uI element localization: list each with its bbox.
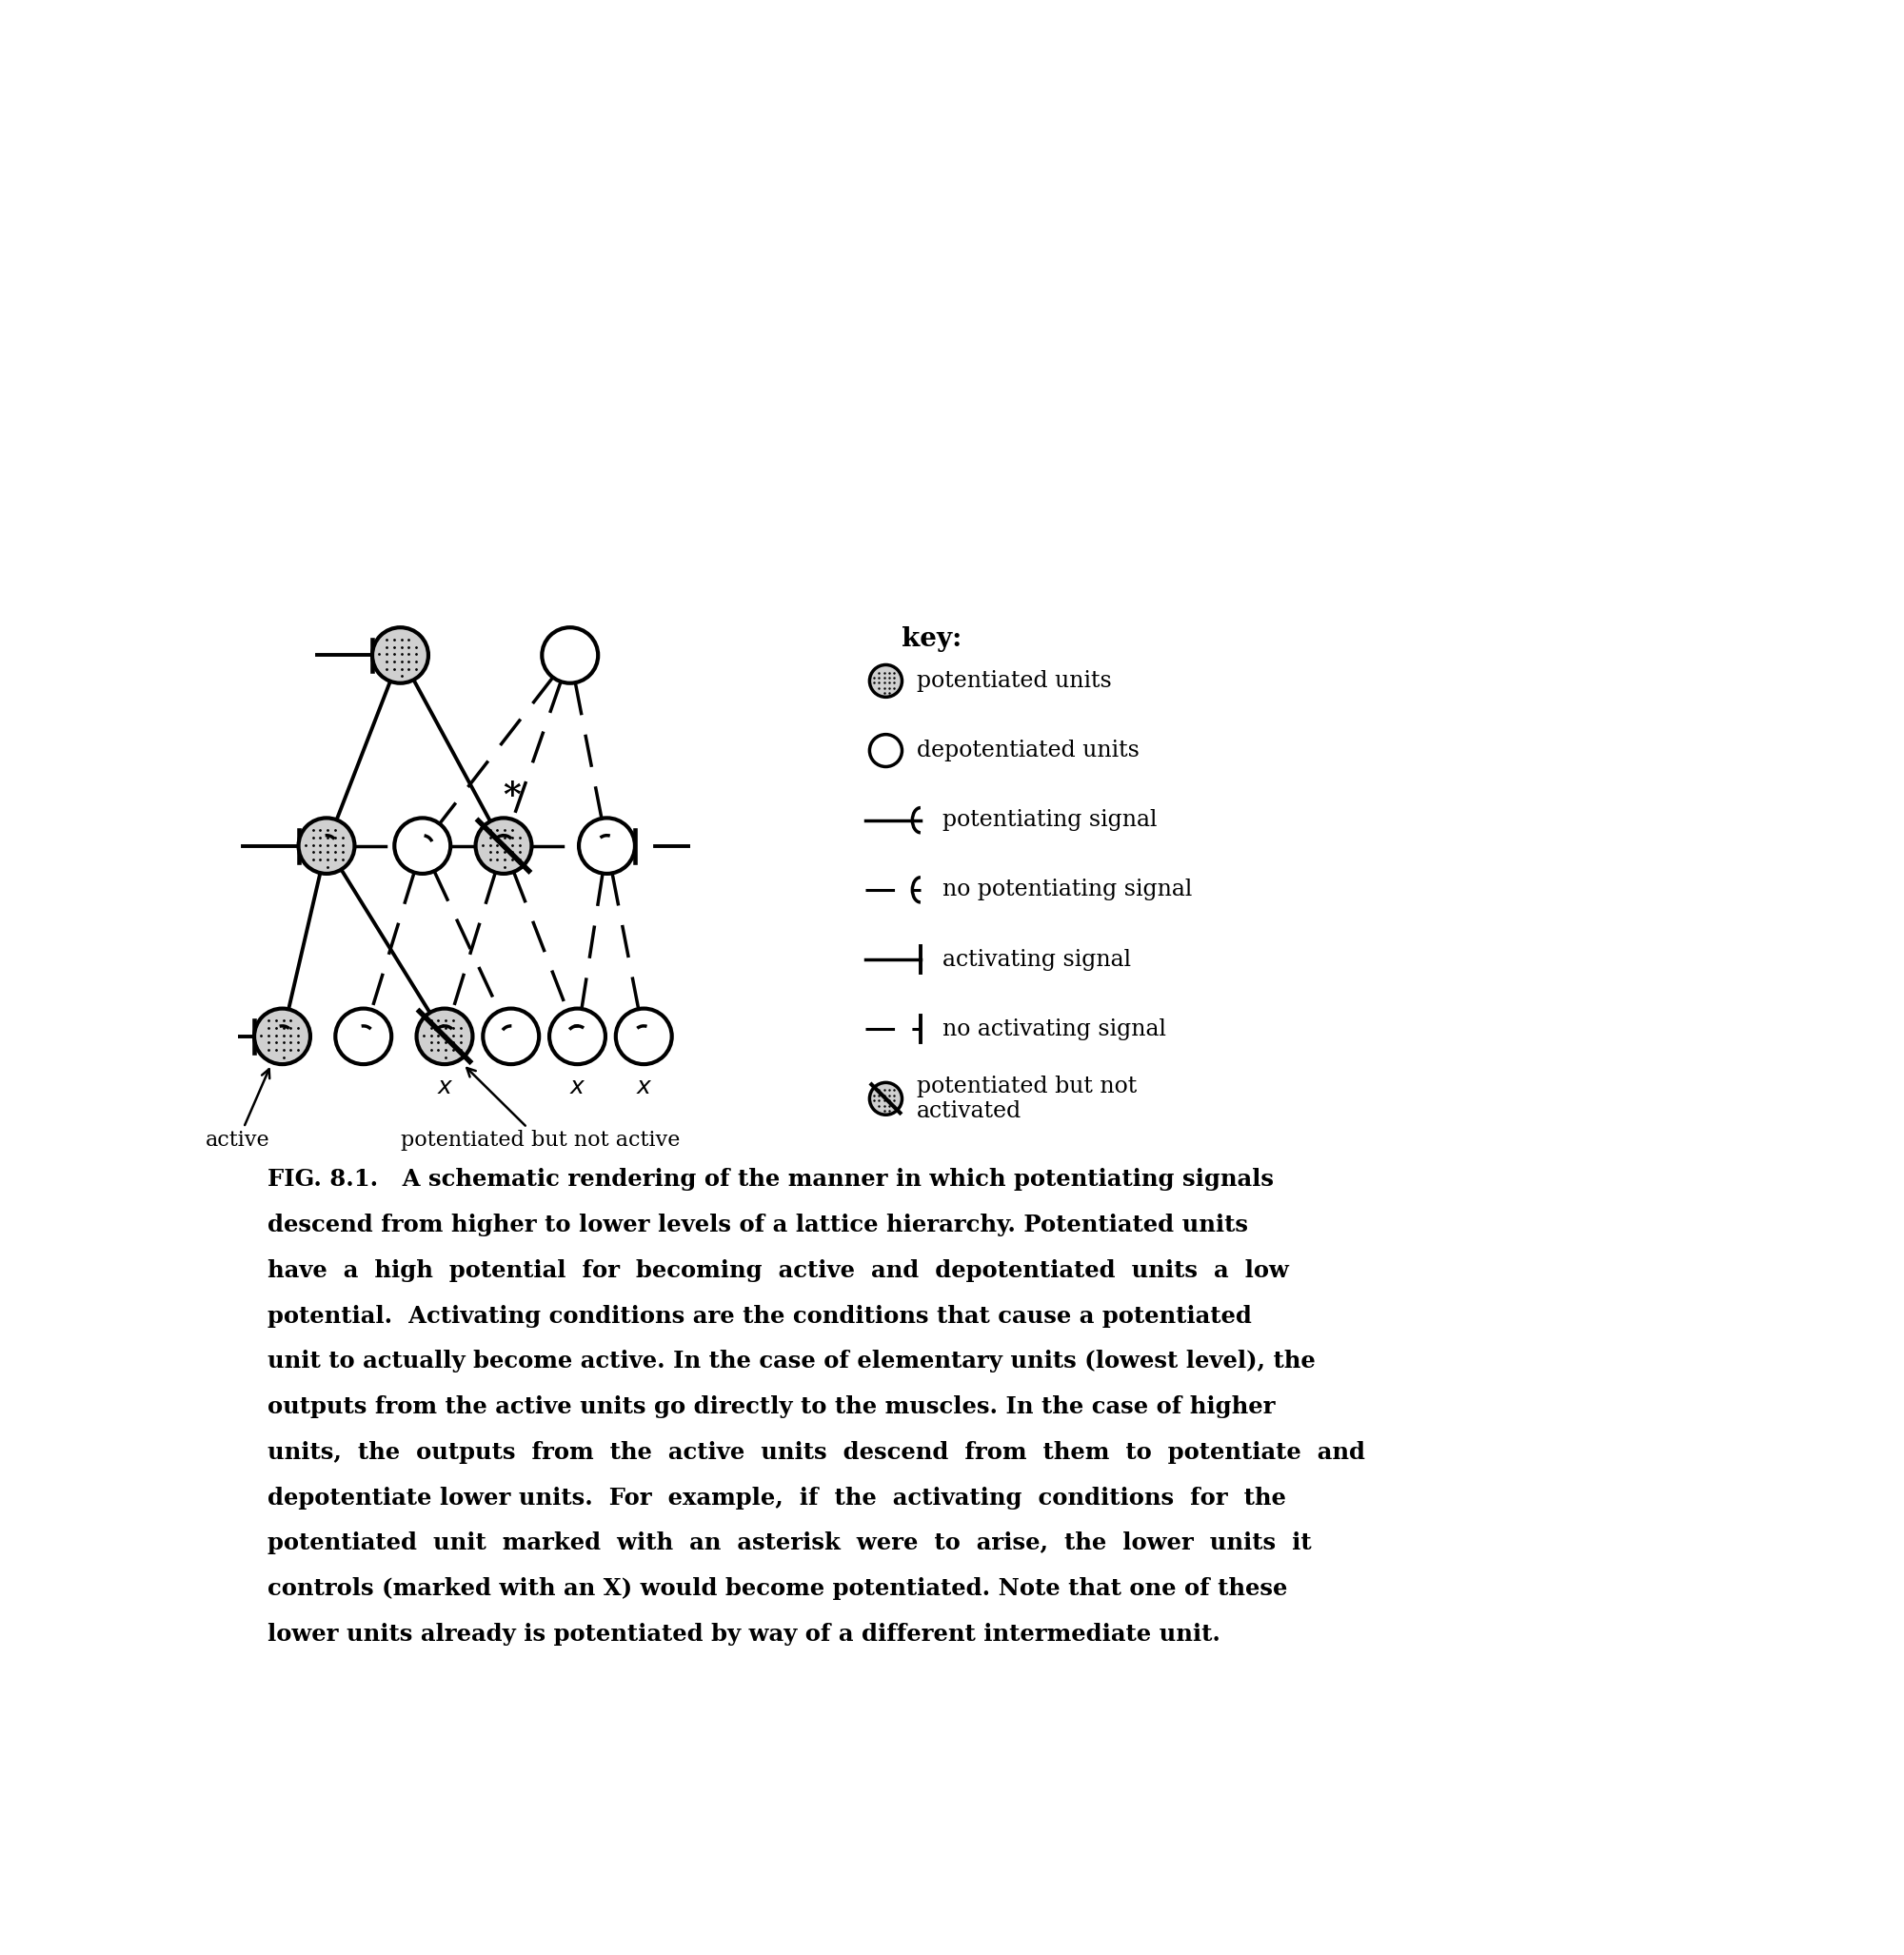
Circle shape <box>484 1009 539 1064</box>
Text: x: x <box>438 1075 451 1099</box>
Text: x: x <box>571 1075 585 1099</box>
Text: descend from higher to lower levels of a lattice hierarchy. Potentiated units: descend from higher to lower levels of a… <box>267 1214 1249 1238</box>
Circle shape <box>299 817 354 874</box>
Text: outputs from the active units go directly to the muscles. In the case of higher: outputs from the active units go directl… <box>267 1396 1276 1417</box>
Text: FIG. 8.1.   A schematic rendering of the manner in which potentiating signals: FIG. 8.1. A schematic rendering of the m… <box>267 1169 1274 1191</box>
Text: activating signal: activating signal <box>942 948 1131 970</box>
Circle shape <box>373 628 428 682</box>
Circle shape <box>335 1009 392 1064</box>
Text: *: * <box>503 780 522 811</box>
Text: potentiated units: potentiated units <box>918 671 1112 692</box>
Circle shape <box>870 1083 902 1114</box>
Text: active: active <box>206 1069 270 1151</box>
Circle shape <box>255 1009 310 1064</box>
Circle shape <box>543 628 598 682</box>
Circle shape <box>417 1009 472 1064</box>
Text: lower units already is potentiated by way of a different intermediate unit.: lower units already is potentiated by wa… <box>267 1623 1220 1646</box>
Circle shape <box>394 817 451 874</box>
Text: unit to actually become active. In the case of elementary units (lowest level), : unit to actually become active. In the c… <box>267 1351 1316 1372</box>
Circle shape <box>615 1009 672 1064</box>
Circle shape <box>870 735 902 766</box>
Text: x: x <box>636 1075 651 1099</box>
Text: key:: key: <box>902 626 962 651</box>
Text: depotentiate lower units.  For  example,  if  the  activating  conditions  for  : depotentiate lower units. For example, i… <box>267 1486 1285 1509</box>
Circle shape <box>870 665 902 698</box>
Text: potentiated but not active: potentiated but not active <box>402 1067 680 1151</box>
Text: potential.  Activating conditions are the conditions that cause a potentiated: potential. Activating conditions are the… <box>267 1304 1251 1327</box>
Text: units,  the  outputs  from  the  active  units  descend  from  them  to  potenti: units, the outputs from the active units… <box>267 1441 1365 1464</box>
Circle shape <box>550 1009 605 1064</box>
Text: potentiated  unit  marked  with  an  asterisk  were  to  arise,  the  lower  uni: potentiated unit marked with an asterisk… <box>267 1533 1312 1554</box>
Text: controls (marked with an X) would become potentiated. Note that one of these: controls (marked with an X) would become… <box>267 1578 1287 1599</box>
Circle shape <box>579 817 634 874</box>
Text: have  a  high  potential  for  becoming  active  and  depotentiated  units  a  l: have a high potential for becoming activ… <box>267 1259 1289 1282</box>
Text: potentiated but not
activated: potentiated but not activated <box>918 1075 1137 1122</box>
Circle shape <box>476 817 531 874</box>
Text: depotentiated units: depotentiated units <box>918 739 1139 762</box>
Text: no potentiating signal: no potentiating signal <box>942 880 1192 901</box>
Text: no activating signal: no activating signal <box>942 1019 1167 1040</box>
Text: potentiating signal: potentiating signal <box>942 809 1158 831</box>
